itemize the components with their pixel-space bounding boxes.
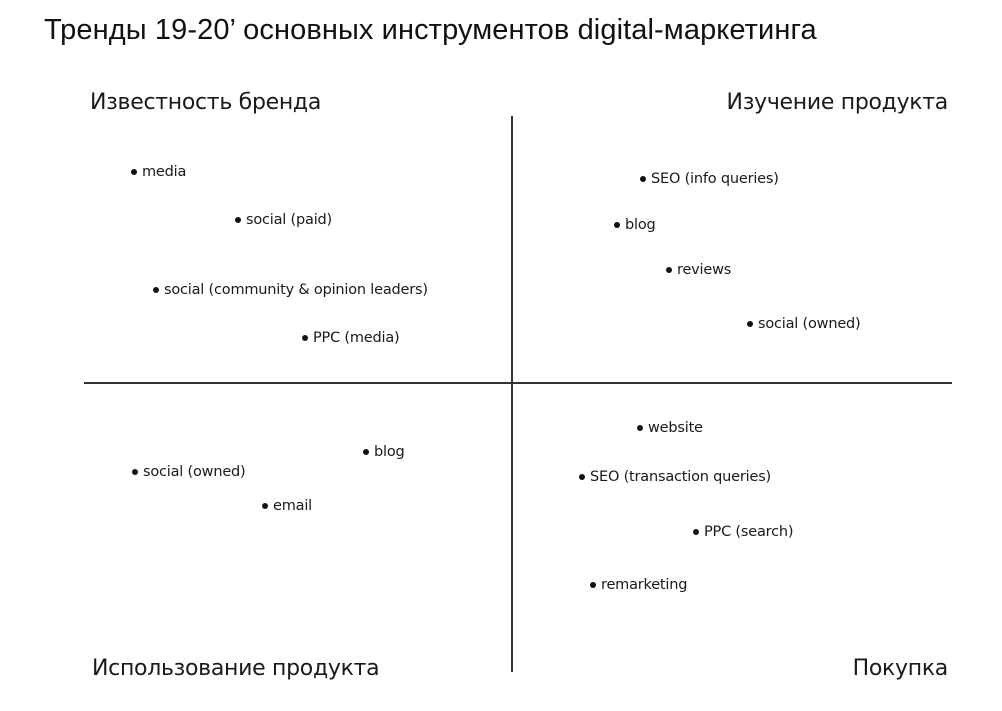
bullet-dot	[302, 335, 308, 341]
quadrant-item: SEO (info queries)	[640, 171, 779, 187]
item-label: remarketing	[601, 577, 688, 593]
bullet-dot	[579, 474, 585, 480]
bullet-dot	[614, 222, 620, 228]
item-label: PPC (search)	[704, 524, 794, 540]
item-label: SEO (info queries)	[651, 171, 779, 187]
quadrant-label-brand-awareness: Известность бренда	[90, 90, 322, 115]
quadrant-item: PPC (media)	[302, 330, 400, 346]
bullet-dot	[235, 217, 241, 223]
item-label: blog	[625, 217, 656, 233]
horizontal-axis	[84, 382, 952, 384]
item-label: media	[142, 164, 187, 180]
quadrant-item: media	[131, 164, 186, 180]
item-label: blog	[374, 444, 405, 460]
bullet-dot	[590, 582, 596, 588]
diagram-title: Тренды 19-20’ основных инструментов digi…	[44, 14, 817, 46]
item-label: social (community & opinion leaders)	[164, 282, 428, 298]
bullet-dot	[262, 503, 268, 509]
quadrant-label-purchase: Покупка	[852, 656, 949, 681]
item-label: PPC (media)	[313, 330, 400, 346]
quadrant-item: blog	[363, 444, 405, 460]
quadrant-item: social (owned)	[132, 464, 246, 480]
bullet-dot	[363, 449, 369, 455]
bullet-dot	[640, 176, 646, 182]
item-label: SEO (transaction queries)	[590, 469, 772, 485]
quadrant-label-product-research: Изучение продукта	[726, 90, 949, 115]
item-label: reviews	[677, 262, 732, 278]
item-label: social (owned)	[758, 316, 861, 332]
item-label: email	[273, 498, 312, 514]
bullet-dot	[131, 169, 137, 175]
bullet-dot	[747, 321, 753, 327]
quadrant-item: social (community & opinion leaders)	[153, 282, 428, 298]
quadrant-item: social (owned)	[747, 316, 861, 332]
bullet-dot	[666, 267, 672, 273]
bullet-dot	[637, 425, 643, 431]
quadrant-item: SEO (transaction queries)	[579, 469, 771, 485]
bullet-dot	[132, 469, 138, 475]
quadrant-item: email	[262, 498, 312, 514]
quadrant-item: remarketing	[590, 577, 687, 593]
bullet-dot	[153, 287, 159, 293]
quadrant-item: blog	[614, 217, 656, 233]
item-label: website	[648, 420, 703, 436]
item-label: social (owned)	[143, 464, 246, 480]
quadrant-item: website	[637, 420, 703, 436]
vertical-axis	[511, 116, 513, 672]
quadrant-item: PPC (search)	[693, 524, 794, 540]
quadrant-item: reviews	[666, 262, 731, 278]
quadrant-item: social (paid)	[235, 212, 332, 228]
bullet-dot	[693, 529, 699, 535]
item-label: social (paid)	[246, 212, 332, 228]
quadrant-label-product-usage: Использование продукта	[92, 656, 380, 681]
